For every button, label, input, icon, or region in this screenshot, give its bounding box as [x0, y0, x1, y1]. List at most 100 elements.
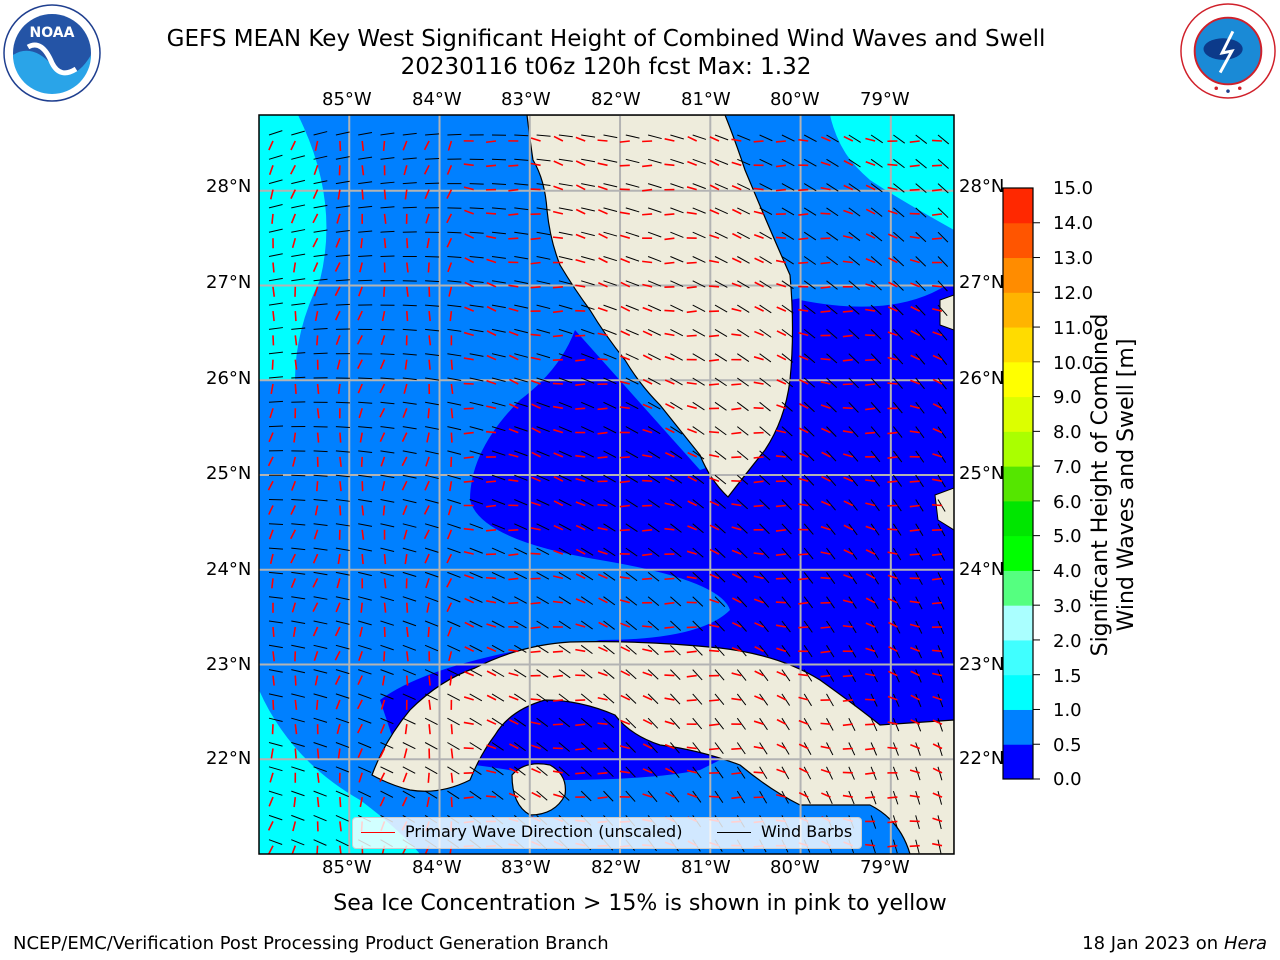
wave-direction-arrow: [686, 699, 697, 702]
wind-barb: [358, 279, 373, 282]
wind-barb: [736, 717, 746, 730]
wind-barb: [714, 523, 726, 534]
wind-barb: [692, 353, 706, 362]
wave-direction-arrow: [530, 501, 541, 507]
wave-direction-arrow: [575, 501, 586, 507]
wind-barb: [647, 693, 659, 705]
wave-direction-arrow: [619, 406, 630, 410]
wind-barb: [402, 401, 417, 405]
wave-direction-arrow: [932, 817, 943, 823]
wind-barb: [692, 499, 705, 509]
wind-barb: [759, 353, 772, 363]
wave-direction-arrow: [361, 189, 364, 200]
wind-barb: [358, 255, 373, 257]
wind-barb: [380, 693, 394, 700]
wind-barb: [335, 717, 350, 724]
wind-barb: [424, 742, 438, 750]
wave-direction-arrow: [798, 138, 809, 142]
wave-direction-arrow: [842, 747, 853, 750]
wave-direction-arrow: [358, 651, 363, 661]
wind-barb: [313, 204, 328, 209]
wind-barb: [447, 742, 460, 750]
wind-barb: [781, 620, 791, 633]
wind-barb: [491, 644, 505, 653]
wave-direction-arrow: [887, 163, 898, 167]
wind-barb: [536, 256, 551, 260]
wave-direction-arrow: [530, 744, 541, 750]
wind-barb: [781, 377, 794, 388]
wave-direction-arrow: [821, 792, 831, 798]
wind-barb: [335, 426, 350, 428]
nws-logo: [1180, 3, 1276, 99]
wind-barb: [692, 766, 702, 779]
wind-barb: [670, 328, 684, 337]
wave-direction-arrow: [464, 621, 475, 628]
wind-barb: [937, 256, 949, 267]
wind-barb: [759, 377, 772, 387]
wind-barb: [491, 547, 506, 555]
wave-direction-arrow: [887, 456, 898, 459]
wind-barb: [469, 353, 484, 357]
wave-direction-arrow: [291, 602, 297, 613]
wave-direction-arrow: [485, 480, 497, 483]
wind-barb: [469, 693, 483, 702]
wind-barb: [803, 183, 817, 192]
wind-barb: [736, 450, 749, 461]
wave-direction-arrow: [530, 237, 541, 241]
wave-direction-arrow: [575, 208, 586, 215]
wind-barb: [291, 547, 306, 551]
wind-barb: [848, 401, 859, 413]
wind-barb: [291, 179, 306, 185]
wind-barb: [425, 328, 440, 332]
wave-direction-arrow: [686, 381, 697, 385]
wave-direction-arrow: [294, 311, 297, 322]
wind-barb: [759, 523, 770, 535]
wave-direction-arrow: [798, 743, 809, 750]
wind-barb: [580, 742, 592, 753]
wave-direction-arrow: [731, 526, 742, 531]
wave-direction-arrow: [798, 355, 809, 361]
wave-direction-arrow: [450, 432, 453, 443]
wind-barb: [581, 401, 595, 409]
wind-barb: [313, 839, 327, 846]
wave-direction-arrow: [293, 262, 297, 273]
wave-direction-arrow: [665, 427, 675, 434]
wind-barb: [759, 158, 773, 166]
wind-barb: [447, 717, 460, 726]
lon-label-bottom: 81°W: [681, 857, 731, 878]
wave-direction-arrow: [776, 330, 787, 337]
wind-barb: [402, 206, 417, 209]
wind-barb: [781, 183, 795, 191]
wind-barb: [893, 304, 904, 316]
wind-barb: [625, 523, 638, 533]
wave-direction-arrow: [887, 746, 898, 750]
wave-direction-arrow: [887, 597, 898, 604]
wave-direction-arrow: [272, 311, 275, 322]
wave-direction-arrow: [406, 262, 409, 273]
wave-direction-arrow: [315, 699, 319, 710]
wind-barb: [670, 353, 683, 361]
wind-barb: [313, 523, 328, 526]
wave-direction-arrow: [272, 262, 275, 273]
wave-direction-arrow: [401, 456, 408, 467]
wind-barb: [558, 523, 572, 531]
wave-direction-arrow: [339, 481, 342, 492]
wind-barb: [291, 814, 305, 821]
footer-date-text: 18 Jan 2023 on: [1082, 933, 1224, 954]
wave-direction-arrow: [686, 674, 697, 678]
wave-direction-arrow: [486, 282, 497, 288]
wave-direction-arrow: [664, 261, 675, 265]
wind-barb: [603, 426, 617, 434]
wave-direction-arrow: [357, 748, 363, 759]
wind-barb: [425, 377, 440, 381]
wind-barb: [692, 231, 706, 239]
wave-direction-arrow: [910, 379, 920, 385]
wave-direction-arrow: [597, 162, 608, 167]
wind-barb: [402, 644, 417, 651]
wave-direction-arrow: [731, 407, 742, 411]
wave-direction-arrow: [335, 237, 341, 248]
wave-direction-arrow: [446, 578, 453, 588]
wave-direction-arrow: [450, 408, 454, 419]
wind-barb: [536, 207, 551, 211]
wind-barb: [848, 256, 861, 266]
